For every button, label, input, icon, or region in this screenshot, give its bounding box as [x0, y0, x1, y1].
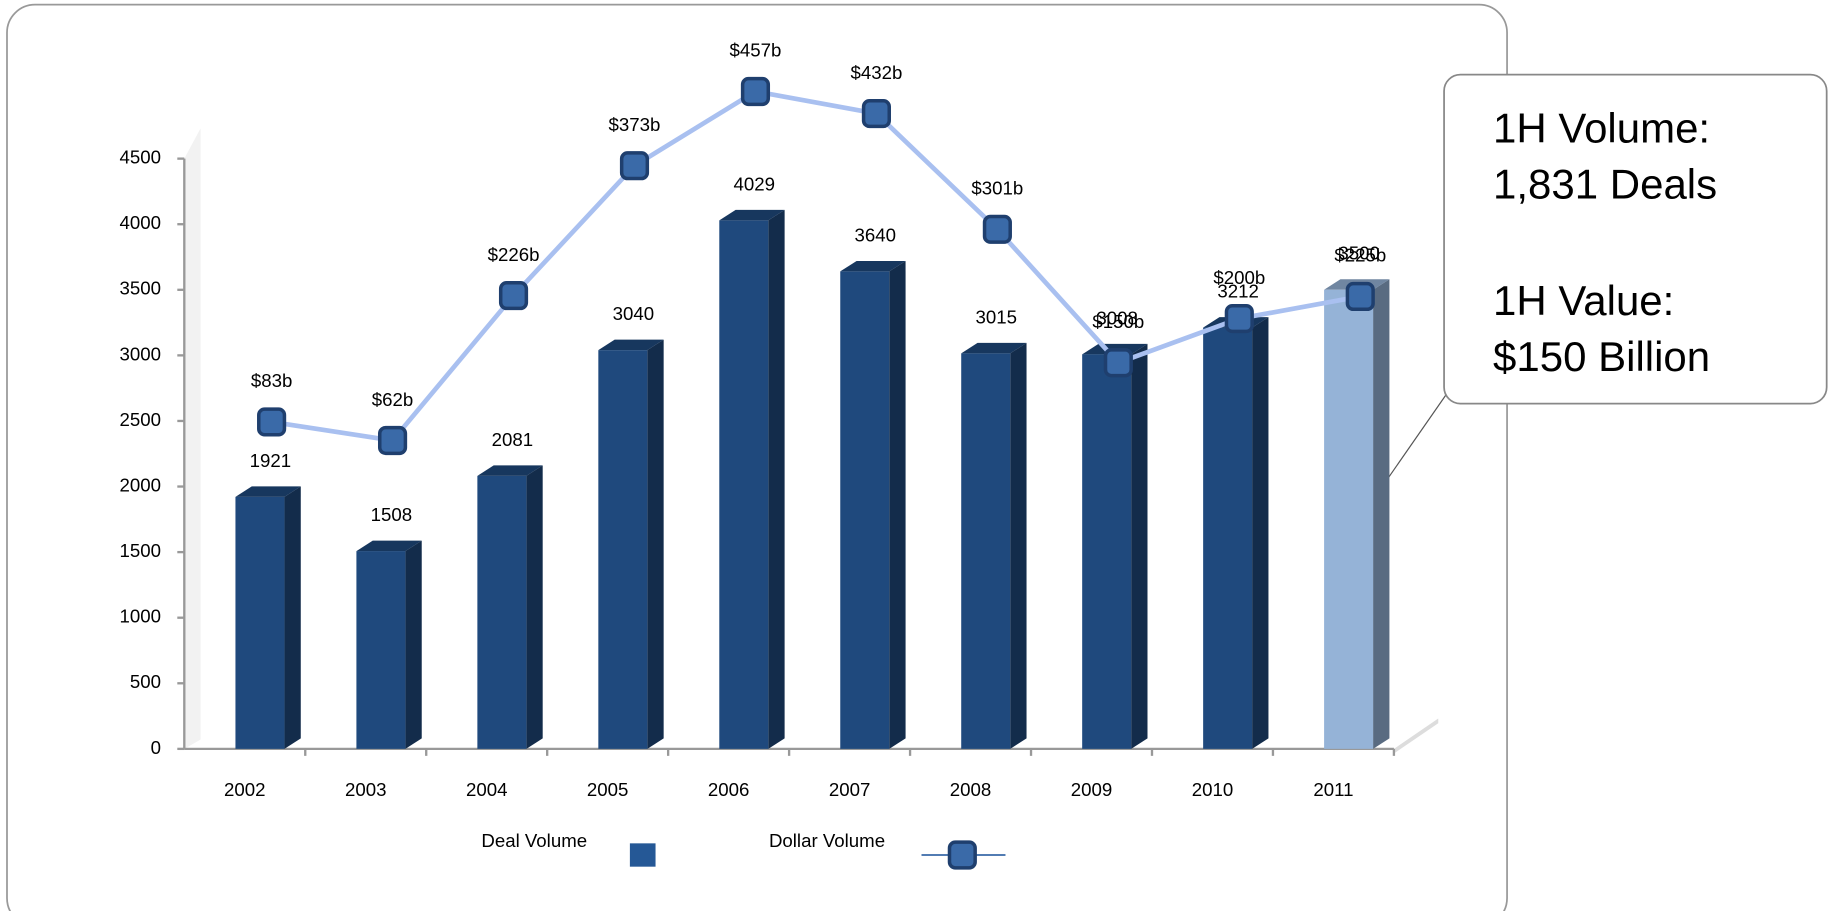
y-tick-label: 4000 — [119, 212, 161, 233]
floor-edge — [1393, 718, 1439, 754]
line-value-label: $150b — [1092, 311, 1144, 332]
bar-value-label: 1921 — [250, 450, 292, 471]
y-tick-label: 4500 — [119, 147, 161, 168]
x-tick-label: 2010 — [1192, 779, 1234, 800]
line-marker — [982, 214, 1012, 244]
y-tick-label: 1500 — [119, 540, 161, 561]
x-tick-label: 2004 — [466, 779, 508, 800]
bar-top — [598, 339, 664, 351]
x-tick-label: 2007 — [829, 779, 871, 800]
bar-top — [235, 486, 301, 497]
side-wall — [184, 128, 201, 749]
bar-side — [647, 339, 664, 749]
line-value-label: $301b — [971, 178, 1023, 199]
line-value-label: $62b — [372, 389, 414, 410]
bar — [356, 551, 406, 749]
bar-side — [526, 465, 543, 749]
line-value-label: $432b — [850, 62, 902, 83]
line-marker — [1345, 281, 1375, 312]
line-value-label: $225b — [1334, 245, 1386, 266]
bar-value-label: 2081 — [492, 429, 534, 450]
bar-value-label: 3500 — [1338, 243, 1380, 264]
line-value-label: $83b — [251, 370, 293, 391]
bar-value-label: 3008 — [1096, 307, 1138, 328]
bar-top — [356, 540, 422, 552]
line-value-label: $226b — [488, 244, 540, 265]
x-tick-label: 2005 — [587, 779, 629, 800]
bar — [1203, 327, 1253, 749]
line-marker — [740, 76, 771, 107]
line-value-label: $457b — [730, 40, 782, 61]
callout-text: 1H Value: — [1493, 277, 1674, 324]
legend-label: Dollar Volume — [769, 830, 885, 851]
x-tick-label: 2002 — [224, 779, 266, 800]
line-marker — [498, 281, 529, 311]
x-tick-label: 2006 — [708, 779, 750, 800]
x-tick-label: 2009 — [1071, 779, 1113, 800]
callout-text: 1,831 Deals — [1493, 160, 1717, 207]
bar-side — [1010, 342, 1027, 749]
bar-side — [1373, 279, 1390, 749]
bar-value-label: 3040 — [613, 303, 655, 324]
line-marker — [861, 98, 891, 129]
x-tick-label: 2011 — [1313, 779, 1353, 800]
line-marker — [257, 407, 287, 437]
bar-top — [719, 209, 785, 221]
callout-text: 1H Volume: — [1493, 104, 1710, 151]
bar-side — [1131, 343, 1148, 749]
bar — [598, 350, 648, 749]
legend-swatch — [629, 843, 656, 867]
line-value-label: $373b — [609, 114, 661, 135]
legend-marker — [947, 840, 977, 870]
callout-text: $150 Billion — [1493, 333, 1710, 380]
line-marker — [377, 425, 408, 456]
bar-value-label: 3015 — [975, 306, 1017, 327]
line-marker — [1103, 348, 1133, 378]
bar-side — [1252, 317, 1269, 749]
callout-box — [1443, 73, 1828, 405]
y-tick-label: 500 — [130, 671, 161, 692]
callout-pointer — [1379, 393, 1447, 491]
bar-top — [477, 465, 543, 476]
bar-value-label: 1508 — [371, 504, 413, 525]
bar — [719, 220, 769, 749]
y-tick-label: 3500 — [119, 278, 161, 299]
bar — [477, 475, 527, 749]
bar-value-label: 3212 — [1217, 281, 1259, 302]
x-tick-label: 2003 — [345, 779, 387, 800]
y-tick-label: 2500 — [119, 409, 161, 430]
line-marker — [1224, 303, 1254, 334]
bar — [840, 271, 890, 749]
bar-value-label: 3640 — [854, 224, 896, 245]
bar — [1082, 354, 1132, 749]
y-tick-label: 2000 — [119, 474, 161, 495]
bar-value-label: 4029 — [734, 173, 776, 194]
bar-side — [889, 260, 906, 749]
line-marker — [619, 151, 650, 181]
y-tick-label: 3000 — [119, 343, 161, 364]
line-value-label: $200b — [1213, 267, 1265, 288]
bar — [961, 353, 1011, 749]
bar — [235, 496, 285, 749]
bar — [1324, 289, 1374, 749]
bar-top — [961, 342, 1027, 354]
bar-side — [768, 209, 785, 749]
y-tick-label: 0 — [151, 737, 161, 758]
bar-side — [284, 486, 301, 749]
bar-top — [840, 260, 906, 272]
y-tick-label: 1000 — [119, 606, 161, 627]
bar-side — [405, 540, 422, 749]
line — [271, 89, 1361, 444]
x-tick-label: 2008 — [950, 779, 992, 800]
legend-label: Deal Volume — [481, 830, 587, 851]
